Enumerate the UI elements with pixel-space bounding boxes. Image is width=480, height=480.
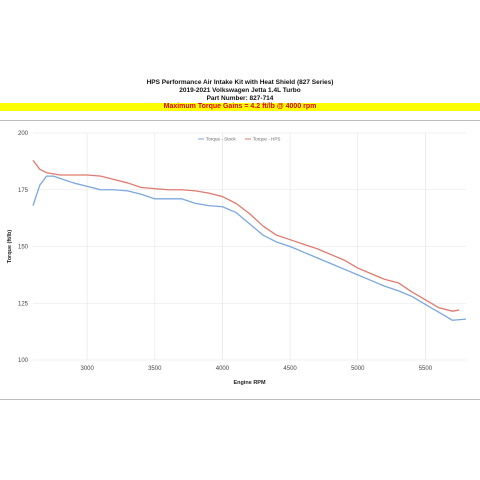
- highlight-banner: Maximum Torque Gains = 4.2 ft/lb @ 4000 …: [0, 103, 480, 111]
- chart-part-number: Part Number: 827-714: [206, 95, 274, 102]
- x-tick-label: 5500: [419, 366, 433, 372]
- x-tick-label: 4500: [283, 366, 297, 372]
- y-axis-title: Torque (ft/lb): [7, 230, 13, 264]
- series-line-hps: [32, 159, 460, 312]
- chart-frame: [0, 120, 480, 400]
- x-tick-label: 3000: [80, 366, 94, 372]
- x-tick-label: 5000: [351, 366, 365, 372]
- y-tick-label: 100: [18, 358, 29, 364]
- series-line-stock: [32, 175, 467, 321]
- x-tick-label: 4000: [216, 366, 230, 372]
- y-tick-label: 125: [18, 301, 29, 307]
- highlight-text: Maximum Torque Gains = 4.2 ft/lb @ 4000 …: [163, 103, 317, 110]
- chart-title: HPS Performance Air Intake Kit with Heat…: [146, 79, 334, 86]
- x-axis-title: Engine RPM: [233, 380, 266, 386]
- legend-label: Torque - Stock: [206, 137, 236, 142]
- chart-vehicle: 2019-2021 Volkswagen Jetta 1.4L Turbo: [179, 87, 301, 94]
- y-tick-label: 150: [18, 245, 29, 251]
- y-tick-label: 175: [18, 188, 29, 194]
- x-tick-label: 3500: [148, 366, 162, 372]
- y-tick-label: 200: [18, 131, 29, 137]
- legend-label: Torque - HPS: [253, 137, 281, 142]
